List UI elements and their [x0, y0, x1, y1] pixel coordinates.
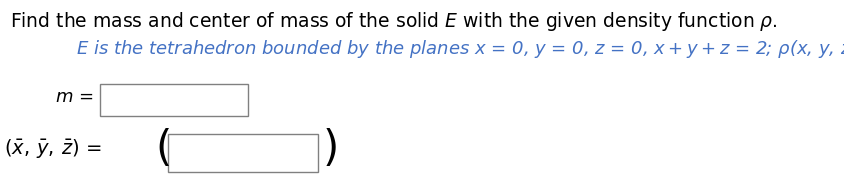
Bar [100, 84, 248, 116]
Text: $(\bar{x},\, \bar{y},\, \bar{z})$ =: $(\bar{x},\, \bar{y},\, \bar{z})$ = [4, 137, 101, 161]
Text: $E$ is the tetrahedron bounded by the planes $x$ = 0, $y$ = 0, $z$ = 0, $x + y +: $E$ is the tetrahedron bounded by the pl… [76, 38, 844, 60]
Text: ): ) [323, 128, 339, 170]
Text: Find the mass and center of mass of the solid $E$ with the given density functio: Find the mass and center of mass of the … [10, 10, 778, 33]
Text: $m$ =: $m$ = [55, 88, 94, 106]
Text: (: ( [155, 128, 171, 170]
Bar [168, 134, 318, 172]
